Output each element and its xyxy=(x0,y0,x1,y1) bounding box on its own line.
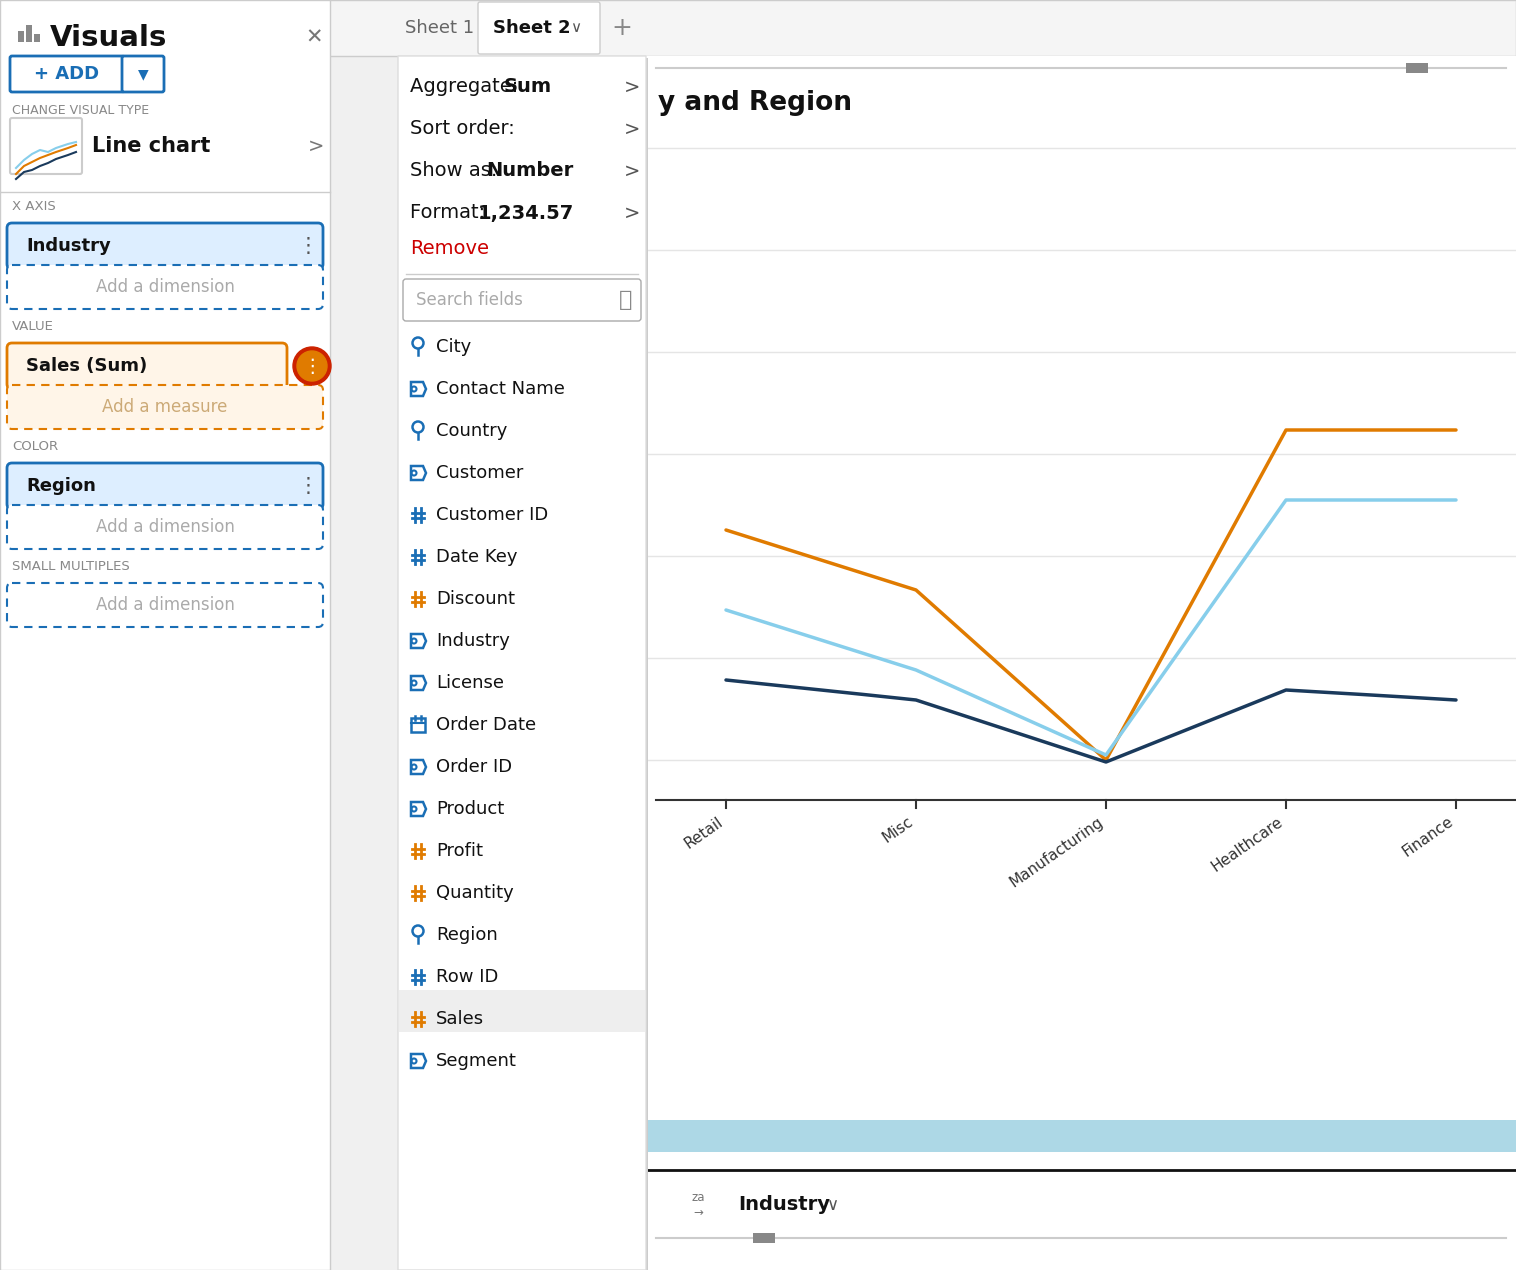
FancyBboxPatch shape xyxy=(11,118,82,174)
FancyBboxPatch shape xyxy=(8,583,323,627)
Text: Add a dimension: Add a dimension xyxy=(96,596,235,613)
Text: SMALL MULTIPLES: SMALL MULTIPLES xyxy=(12,560,130,573)
Text: Industry: Industry xyxy=(738,1195,829,1214)
Text: VALUE: VALUE xyxy=(12,320,55,333)
FancyBboxPatch shape xyxy=(11,56,124,91)
Text: Number: Number xyxy=(487,161,573,180)
Text: Misc: Misc xyxy=(879,814,916,846)
Text: Country: Country xyxy=(437,422,508,439)
Text: >: > xyxy=(623,203,640,222)
Text: >: > xyxy=(623,77,640,97)
FancyBboxPatch shape xyxy=(8,224,323,269)
Text: Format:: Format: xyxy=(409,203,491,222)
Text: Manufacturing: Manufacturing xyxy=(1007,814,1107,890)
Text: Order Date: Order Date xyxy=(437,716,537,734)
FancyBboxPatch shape xyxy=(478,3,600,55)
Text: ∨: ∨ xyxy=(570,20,582,36)
Text: Add a dimension: Add a dimension xyxy=(96,518,235,536)
Text: COLOR: COLOR xyxy=(12,439,58,453)
FancyBboxPatch shape xyxy=(646,56,1516,1270)
Text: Aggregate:: Aggregate: xyxy=(409,77,525,97)
Text: Visuals: Visuals xyxy=(50,24,167,52)
FancyBboxPatch shape xyxy=(1405,64,1428,72)
FancyBboxPatch shape xyxy=(33,34,39,42)
Text: 1,234.57: 1,234.57 xyxy=(478,203,575,222)
Text: ∨: ∨ xyxy=(826,1196,838,1214)
Circle shape xyxy=(293,347,330,385)
FancyBboxPatch shape xyxy=(753,1233,775,1243)
Text: ▼: ▼ xyxy=(138,67,149,81)
Text: X AXIS: X AXIS xyxy=(12,199,56,213)
Text: Sort order:: Sort order: xyxy=(409,119,515,138)
Text: Product: Product xyxy=(437,800,505,818)
Text: Add a dimension: Add a dimension xyxy=(96,278,235,296)
Text: Sum: Sum xyxy=(503,77,552,97)
Text: Industry: Industry xyxy=(26,237,111,255)
Text: City: City xyxy=(437,338,471,356)
Text: Show as:: Show as: xyxy=(409,161,503,180)
FancyBboxPatch shape xyxy=(400,58,647,1270)
Text: ⋮: ⋮ xyxy=(302,357,321,376)
Text: Order ID: Order ID xyxy=(437,758,512,776)
Text: Quantity: Quantity xyxy=(437,884,514,902)
Text: Remove: Remove xyxy=(409,239,490,258)
Text: +: + xyxy=(611,17,632,39)
FancyBboxPatch shape xyxy=(8,343,287,389)
Text: Discount: Discount xyxy=(437,591,515,608)
Text: Region: Region xyxy=(437,926,497,944)
FancyBboxPatch shape xyxy=(8,265,323,309)
Text: za
→: za → xyxy=(691,1191,705,1219)
FancyBboxPatch shape xyxy=(646,1120,1516,1152)
Text: Customer: Customer xyxy=(437,464,523,483)
Text: Search fields: Search fields xyxy=(415,291,523,309)
Text: >: > xyxy=(623,119,640,138)
Text: ⋮: ⋮ xyxy=(297,476,318,497)
FancyBboxPatch shape xyxy=(8,464,323,509)
Text: Line chart: Line chart xyxy=(92,136,211,156)
FancyBboxPatch shape xyxy=(0,0,1516,56)
Text: Industry: Industry xyxy=(437,632,509,650)
Text: Add a measure: Add a measure xyxy=(102,398,227,417)
Text: CHANGE VISUAL TYPE: CHANGE VISUAL TYPE xyxy=(12,104,149,117)
Text: y and Region: y and Region xyxy=(658,90,852,116)
Text: ✕: ✕ xyxy=(305,28,323,48)
Text: Customer ID: Customer ID xyxy=(437,505,549,525)
Text: Sheet 1: Sheet 1 xyxy=(405,19,475,37)
Circle shape xyxy=(297,351,327,381)
FancyBboxPatch shape xyxy=(399,56,646,1270)
FancyBboxPatch shape xyxy=(403,279,641,321)
Text: Finance: Finance xyxy=(1399,814,1455,860)
FancyBboxPatch shape xyxy=(8,505,323,549)
Text: Sheet 2: Sheet 2 xyxy=(493,19,572,37)
FancyBboxPatch shape xyxy=(26,25,32,42)
FancyBboxPatch shape xyxy=(121,56,164,91)
Text: Contact Name: Contact Name xyxy=(437,380,565,398)
Text: ⌕: ⌕ xyxy=(620,290,632,310)
Text: >: > xyxy=(308,136,324,155)
Text: Profit: Profit xyxy=(437,842,484,860)
Text: Region: Region xyxy=(26,478,96,495)
FancyBboxPatch shape xyxy=(399,991,644,1033)
FancyBboxPatch shape xyxy=(0,0,330,1270)
FancyBboxPatch shape xyxy=(8,385,323,429)
Text: Sales: Sales xyxy=(437,1010,484,1027)
Text: + ADD: + ADD xyxy=(35,65,100,83)
Text: >: > xyxy=(623,161,640,180)
Text: Retail: Retail xyxy=(682,814,726,851)
Text: Date Key: Date Key xyxy=(437,547,517,566)
Text: ⋮: ⋮ xyxy=(297,236,318,257)
FancyBboxPatch shape xyxy=(18,30,24,42)
Text: License: License xyxy=(437,674,503,692)
Text: Row ID: Row ID xyxy=(437,968,499,986)
Text: Healthcare: Healthcare xyxy=(1208,814,1286,874)
Text: Sales (Sum): Sales (Sum) xyxy=(26,357,147,375)
Text: Segment: Segment xyxy=(437,1052,517,1071)
